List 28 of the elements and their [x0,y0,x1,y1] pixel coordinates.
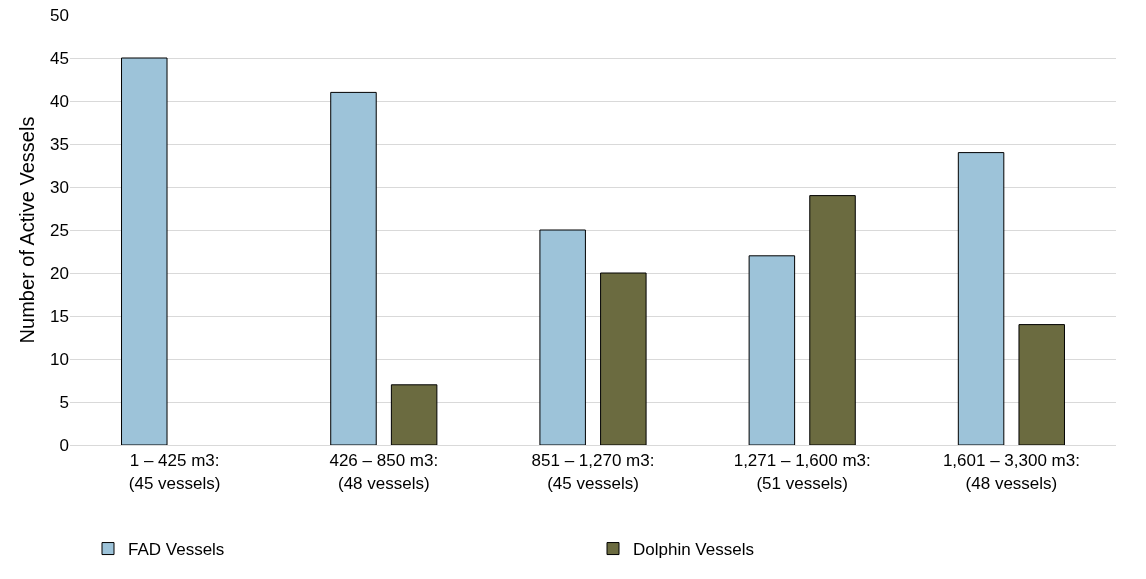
legend-label: FAD Vessels [128,540,225,560]
bar [390,384,438,445]
y-tick-label: 15 [50,306,69,326]
y-tick-label: 35 [50,134,69,154]
x-tick-label: 1 – 425 m3: (45 vessels) [128,451,221,493]
bar [330,91,377,445]
legend-label: Dolphin Vessels [633,540,754,560]
y-tick-label: 10 [50,349,69,369]
bar [121,57,168,445]
bar [600,272,647,445]
bar [748,255,796,445]
y-tick-label: 40 [50,91,69,111]
bar [1018,324,1065,445]
y-tick-label: 0 [59,435,69,455]
bar [539,229,586,445]
bar [809,195,856,445]
y-axis-title: Number of Active Vessels [15,116,38,344]
y-tick-label: 45 [50,48,69,68]
x-tick-label: 851 – 1,270 m3: (45 vessels) [531,451,655,493]
y-tick-label: 5 [59,392,69,412]
bar [957,152,1005,445]
x-tick-label: 1,601 – 3,300 m3: (48 vessels) [942,451,1080,493]
y-tick-label: 30 [50,177,69,197]
y-tick-label: 25 [50,220,69,240]
x-tick-label: 426 – 850 m3: (48 vessels) [329,451,439,493]
x-tick-label: 1,271 – 1,600 m3: (51 vessels) [733,451,871,493]
y-tick-label: 20 [50,263,69,283]
y-tick-label: 50 [50,5,69,25]
